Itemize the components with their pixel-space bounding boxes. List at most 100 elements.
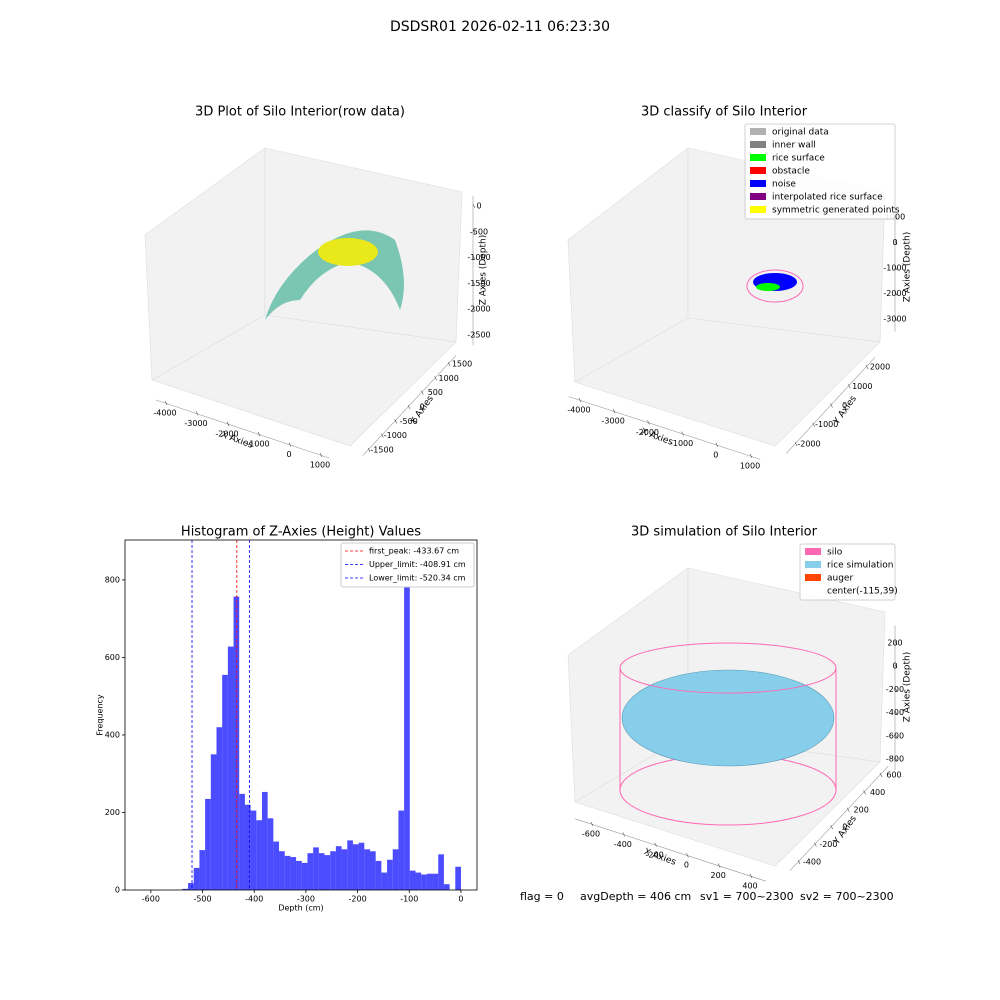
legend-swatch (750, 206, 766, 213)
y-tick (814, 842, 817, 847)
z-tick (894, 687, 898, 692)
y-tick-label: 1000 (852, 382, 872, 391)
z-tick (472, 281, 476, 286)
pane (151, 314, 457, 447)
bar (267, 818, 274, 890)
z-tick (894, 710, 898, 715)
figure-title: DSDSR01 2026-02-11 06:23:30 (390, 19, 610, 35)
z-tick-label: 0 (476, 202, 481, 211)
z-axis-label: Z Axies (Depth) (903, 652, 913, 723)
z-axis-label: Z Axies (Depth) (479, 235, 489, 306)
y-axis-label: Y Axies (408, 394, 436, 427)
bar (443, 884, 450, 890)
bar (188, 883, 194, 890)
y-tick-label: -1500 (370, 445, 393, 454)
z-tick-label: -600 (886, 731, 904, 740)
x-tick (226, 421, 230, 426)
plot-frame (124, 539, 478, 891)
bar (375, 860, 382, 890)
z-tick-label: 0 (892, 662, 897, 671)
x-tick (578, 397, 582, 403)
bar (455, 866, 461, 890)
bar (290, 857, 297, 890)
x-tick (612, 409, 616, 414)
bar (307, 853, 314, 890)
y-tick-label: -500 (400, 417, 418, 426)
y-tick-label: 0 (842, 401, 847, 410)
x-tick-label: -4000 (153, 409, 176, 418)
y-axis (785, 357, 876, 454)
z-tick-label: -200 (886, 685, 904, 694)
x-tick-label: -100 (400, 895, 418, 904)
z-tick-label: -2500 (467, 330, 490, 339)
x-tick (654, 842, 657, 847)
y-tick (879, 772, 883, 778)
bar (324, 855, 331, 890)
x-tick-label: 0 (458, 895, 463, 904)
y-tick (381, 433, 384, 438)
x-tick-label: 200 (711, 871, 726, 880)
z-tick (894, 664, 898, 669)
bar (335, 846, 342, 890)
bar (318, 853, 325, 890)
y-tick (447, 361, 451, 367)
z-tick (894, 316, 898, 322)
y-axis-label: Y Axies (831, 394, 859, 427)
bar (330, 851, 336, 890)
y-tick (865, 364, 869, 370)
y-tick (794, 441, 798, 447)
rice-surface (621, 669, 835, 767)
y-tick (394, 419, 397, 424)
z-tick-label: -2000 (883, 289, 906, 298)
bar (347, 840, 353, 890)
y-tick (367, 447, 371, 453)
x-tick (288, 442, 292, 447)
x-tick-label: 0 (286, 450, 291, 459)
y-axis-label: Frequency (96, 694, 105, 736)
x-tick-label: -3000 (184, 419, 207, 428)
point-cloud (318, 238, 378, 266)
z-tick-label: -800 (886, 755, 904, 764)
y-tick (797, 859, 801, 865)
y-tick-label: 1000 (438, 374, 458, 383)
legend-box (799, 543, 896, 601)
bar (284, 855, 291, 890)
x-tick-label: -200 (349, 895, 367, 904)
x-tick (715, 442, 719, 447)
pane (574, 317, 881, 447)
bar (279, 851, 285, 890)
x-tick-label: -3000 (602, 417, 625, 426)
x-tick (319, 452, 323, 458)
bar (432, 873, 439, 890)
z-tick (472, 307, 476, 312)
y-tick-label: -400 (803, 858, 821, 867)
x-tick (681, 431, 684, 436)
z-tick-label: -400 (886, 708, 904, 717)
y-tick-label: 0 (115, 886, 120, 895)
z-tick (894, 640, 898, 646)
bar (358, 842, 365, 890)
z-tick (894, 733, 898, 738)
bar (199, 850, 206, 890)
x-tick-label: -600 (142, 895, 160, 904)
y-tick-label: -200 (819, 840, 837, 849)
z-tick (472, 255, 476, 260)
y-tick-label: 200 (105, 808, 120, 817)
bar (273, 841, 280, 890)
x-tick-label: -500 (193, 895, 211, 904)
bar (381, 872, 388, 890)
bar (233, 596, 240, 890)
y-tick-label: 0 (419, 402, 424, 411)
x-tick-label: -400 (614, 840, 632, 849)
legend-swatch (750, 154, 766, 161)
y-tick-label: 600 (886, 771, 901, 780)
legend-swatch (750, 141, 766, 148)
z-tick (472, 203, 476, 209)
legend-label: auger (827, 574, 853, 584)
legend-label: rice simulation (827, 561, 893, 571)
chart-title: 3D simulation of Silo Interior (631, 525, 818, 540)
z-tick (894, 291, 898, 296)
z-tick-label: 200 (887, 639, 902, 648)
legend-swatch (805, 574, 821, 581)
bar (409, 870, 416, 890)
